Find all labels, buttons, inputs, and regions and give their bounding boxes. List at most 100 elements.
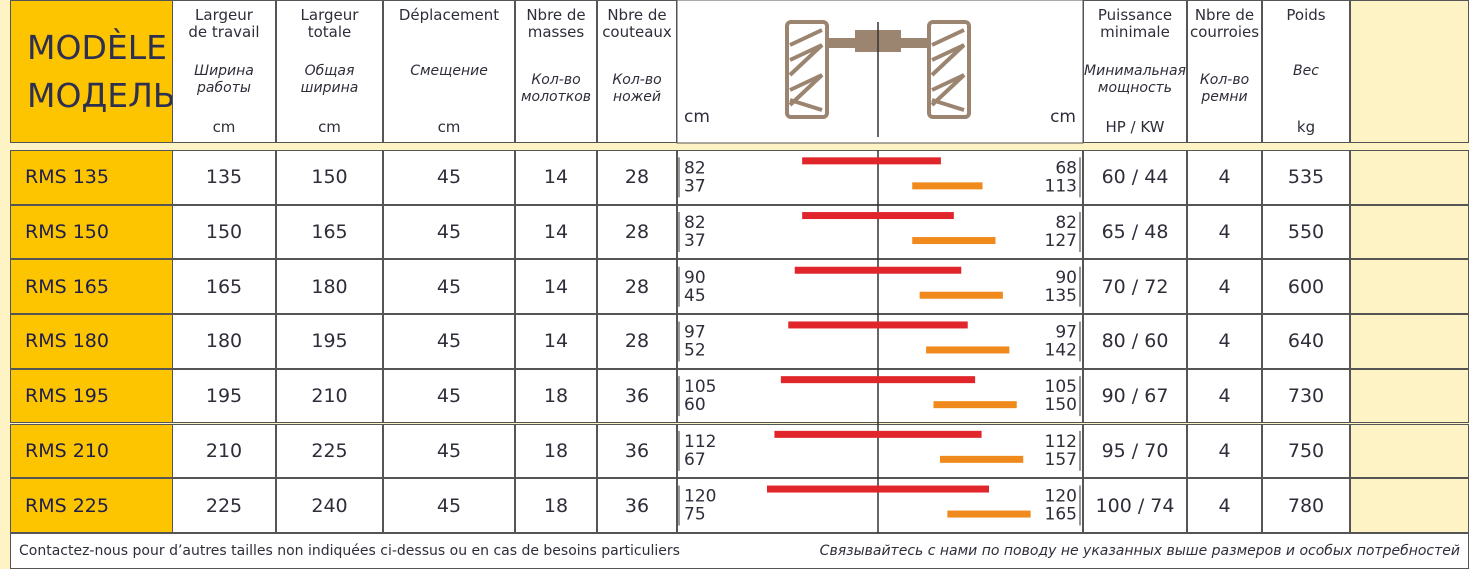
header-cell: Puissance minimale Минимальная мощность HP… bbox=[1083, 0, 1187, 143]
offset-bar-working bbox=[788, 321, 968, 329]
offset-left-value: 37 bbox=[684, 231, 706, 251]
cell: 65 / 48 bbox=[1083, 204, 1187, 260]
offset-cell bbox=[677, 314, 1083, 369]
header-fr: Déplacement bbox=[398, 6, 500, 24]
model-header: MODÈLE МОДЕЛЬ bbox=[10, 0, 176, 143]
model: RMS 180 bbox=[25, 330, 109, 353]
power: 90 / 67 bbox=[1101, 385, 1169, 408]
offset-header-cell bbox=[676, 0, 1084, 144]
cell: 4 bbox=[1187, 423, 1262, 479]
power: 60 / 44 bbox=[1101, 166, 1169, 189]
cell: 4 bbox=[1187, 368, 1262, 424]
offset-cell bbox=[677, 204, 1083, 260]
cell: 90 / 67 bbox=[1083, 368, 1187, 424]
cell: 225 bbox=[172, 478, 276, 533]
blank-cell bbox=[1350, 423, 1469, 479]
knives: 36 bbox=[624, 439, 650, 462]
offset: 45 bbox=[436, 385, 462, 408]
offset-right-value: 68 bbox=[1055, 158, 1077, 178]
offset-bar-working bbox=[767, 485, 989, 493]
weight: 730 bbox=[1287, 385, 1325, 408]
total_width: 210 bbox=[311, 385, 348, 408]
cell: 36 bbox=[597, 368, 677, 424]
offset-cell bbox=[677, 259, 1083, 315]
offset-bar-working bbox=[780, 376, 976, 384]
header-fr: Largeur de travail bbox=[188, 6, 260, 41]
model-cell: RMS 135 bbox=[10, 150, 173, 205]
cell: 640 bbox=[1262, 314, 1350, 369]
blank-cell bbox=[1350, 150, 1469, 205]
offset-right-value: 135 bbox=[1045, 286, 1077, 306]
offset-left-value: 112 bbox=[684, 432, 716, 452]
header-ru: Ширина работы bbox=[194, 63, 254, 96]
cell: 4 bbox=[1187, 204, 1262, 260]
offset-left-value: 45 bbox=[684, 286, 706, 306]
model: RMS 210 bbox=[25, 439, 109, 462]
header-unit: kg bbox=[1296, 118, 1316, 136]
belts: 4 bbox=[1218, 494, 1231, 517]
offset-left-value: 82 bbox=[684, 213, 706, 233]
cell: 45 bbox=[383, 423, 515, 479]
weight: 535 bbox=[1287, 166, 1325, 189]
cell: 150 bbox=[276, 150, 383, 205]
cell: 45 bbox=[383, 478, 515, 533]
cell: 70 / 72 bbox=[1083, 259, 1187, 315]
cell: 36 bbox=[597, 478, 677, 533]
header-cell: Nbre de masses Кол-во молотков bbox=[515, 0, 597, 143]
belts: 4 bbox=[1218, 275, 1231, 298]
model-cell: RMS 225 bbox=[10, 478, 173, 533]
offset-right-value: 157 bbox=[1045, 450, 1077, 470]
model-header-ru: МОДЕЛЬ bbox=[27, 75, 176, 115]
working_width: 210 bbox=[205, 439, 243, 462]
power: 80 / 60 bbox=[1101, 330, 1169, 353]
cell: 210 bbox=[172, 423, 276, 479]
offset-left-value: 67 bbox=[684, 450, 706, 470]
cell: 550 bbox=[1262, 204, 1350, 260]
blank-cell bbox=[1350, 0, 1469, 143]
offset-cell bbox=[677, 423, 1083, 479]
model: RMS 165 bbox=[25, 275, 109, 298]
cell: 14 bbox=[515, 259, 597, 315]
total_width: 225 bbox=[311, 439, 348, 462]
header-cell: Poids Вес kg bbox=[1262, 0, 1350, 143]
knives: 28 bbox=[624, 166, 650, 189]
hammers: 14 bbox=[543, 275, 569, 298]
cell: 750 bbox=[1262, 423, 1350, 479]
header-ru: Вес bbox=[1293, 63, 1319, 79]
cell: 45 bbox=[383, 204, 515, 260]
offset: 45 bbox=[436, 166, 462, 189]
belts: 4 bbox=[1218, 221, 1231, 244]
working_width: 180 bbox=[205, 330, 243, 353]
header-cell: Nbre de couteaux Кол-во ножей bbox=[597, 0, 677, 143]
model-cell: RMS 210 bbox=[10, 423, 173, 479]
header-ru: Общая ширина bbox=[300, 63, 359, 96]
footer-ru: Связывайтесь с нами по поводу не указанн… bbox=[819, 543, 1460, 559]
offset-right-value: 105 bbox=[1045, 377, 1077, 397]
header-fr: Puissance minimale bbox=[1097, 6, 1173, 41]
offset-cell bbox=[677, 368, 1083, 424]
cell: 210 bbox=[276, 368, 383, 424]
knives: 28 bbox=[624, 221, 650, 244]
weight: 640 bbox=[1287, 330, 1325, 353]
offset-left-value: 90 bbox=[684, 268, 706, 288]
knives: 36 bbox=[624, 494, 650, 517]
belts: 4 bbox=[1218, 166, 1231, 189]
cell: 4 bbox=[1187, 314, 1262, 369]
offset-right-value: 113 bbox=[1045, 176, 1077, 196]
offset: 45 bbox=[436, 221, 462, 244]
cell: 18 bbox=[515, 368, 597, 424]
cell: 45 bbox=[383, 150, 515, 205]
cell: 4 bbox=[1187, 259, 1262, 315]
model-header-fr: MODÈLE bbox=[27, 27, 167, 67]
cell: 4 bbox=[1187, 478, 1262, 533]
cell: 180 bbox=[276, 259, 383, 315]
offset-left-value: 37 bbox=[684, 176, 706, 196]
header-unit: cm bbox=[212, 118, 236, 136]
offset-right-value: 142 bbox=[1045, 340, 1077, 360]
model: RMS 225 bbox=[25, 494, 109, 517]
cell: 195 bbox=[276, 314, 383, 369]
offset-left-unit: cm bbox=[684, 107, 710, 127]
offset-bar-total bbox=[926, 346, 1010, 354]
power: 65 / 48 bbox=[1101, 221, 1169, 244]
